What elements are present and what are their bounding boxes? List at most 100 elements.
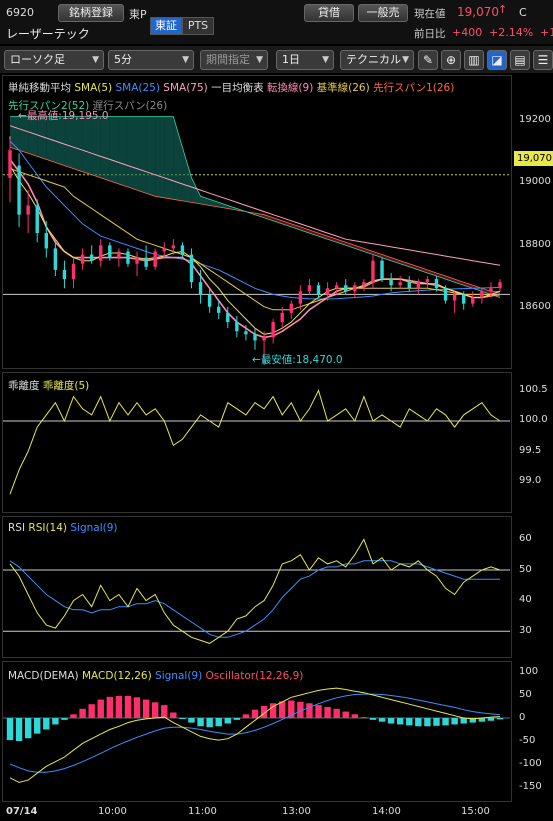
oscillator-bar xyxy=(387,718,395,724)
technical-select[interactable]: テクニカル ▼ xyxy=(340,50,414,70)
candle-body xyxy=(316,285,321,295)
cloud-segment xyxy=(318,233,328,240)
oscillator-bar xyxy=(315,705,322,718)
span1-line xyxy=(9,146,500,292)
header-bar: 6920 銘柄登録 東P 東証 PTS レーザーテック 貸借 一般売 現在値 1… xyxy=(0,0,553,44)
cloud-segment xyxy=(463,282,473,289)
macd-oscillator: Oscillator(12,26,9) xyxy=(205,670,304,682)
tenkan-line xyxy=(9,158,501,339)
cloud-segment xyxy=(409,263,419,270)
cloud-segment xyxy=(309,230,319,237)
chart-type-select[interactable]: ローソク足 ▼ xyxy=(4,50,104,70)
oscillator-bar xyxy=(188,718,195,723)
x-tick: 10:00 xyxy=(98,806,127,817)
legend-span1: 先行スパン1(26) xyxy=(373,82,455,94)
cloud-segment xyxy=(182,147,192,203)
toolbar: ローソク足 ▼ 5分 ▼ 期間指定 ▼ 1日 ▼ テクニカル ▼ ✎ ⊕ ▥ ◪ ▤ ☰ xyxy=(0,46,553,73)
x-tick: 14:00 xyxy=(372,806,401,817)
candle-body xyxy=(407,282,411,289)
main-legend: 単純移動平均 SMA(5) SMA(25) SMA(75) 一目均衡表 転換線(… xyxy=(8,80,454,95)
macd-y-tick: 0 xyxy=(519,712,526,723)
chart-type-value: ローソク足 xyxy=(10,53,65,66)
watch-register-button[interactable]: 銘柄登録 xyxy=(58,4,124,22)
candle-body xyxy=(307,285,312,292)
candle-body xyxy=(325,288,330,295)
pencil-icon[interactable]: ✎ xyxy=(418,50,438,70)
cloud-segment xyxy=(82,116,92,175)
oscillator-bar xyxy=(224,718,231,724)
legend-chikou: 遅行スパン(26) xyxy=(92,100,168,112)
candle-body xyxy=(189,254,194,283)
cloud-segment xyxy=(454,279,464,286)
cloud-segment xyxy=(200,196,210,206)
deviation-panel[interactable] xyxy=(2,372,512,513)
interval-select[interactable]: 5分 ▼ xyxy=(108,50,194,70)
candle-body xyxy=(99,245,103,261)
x-tick: 11:00 xyxy=(188,806,217,817)
chevron-down-icon: ▼ xyxy=(256,55,263,65)
line-chart-icon[interactable]: ◪ xyxy=(487,50,507,70)
cloud-segment xyxy=(372,251,383,258)
macd-panel[interactable] xyxy=(2,661,512,802)
oscillator-bar xyxy=(342,711,349,718)
oscillator-bar xyxy=(179,718,186,719)
cloud-segment xyxy=(264,214,274,221)
chevron-down-icon: ▼ xyxy=(182,55,189,65)
cloud-segment xyxy=(391,257,401,264)
general-sell-button[interactable]: 一般売 xyxy=(358,4,408,22)
span-select[interactable]: 1日 ▼ xyxy=(276,50,334,70)
candle-body xyxy=(271,322,275,338)
candle-body xyxy=(398,282,402,286)
candle-body xyxy=(462,294,466,304)
legend-kijun: 基準線(26) xyxy=(316,82,370,94)
candle-body xyxy=(8,150,12,178)
candle-body xyxy=(17,165,21,215)
oscillator-bar xyxy=(70,714,77,718)
main-legend-2: 先行スパン2(52) 遅行スパン(26) xyxy=(8,98,167,113)
market-label: 東P xyxy=(129,8,147,21)
candle-body xyxy=(162,248,166,252)
chevron-down-icon: ▼ xyxy=(92,55,99,65)
rsi-legend: RSI RSI(14) Signal(9) xyxy=(8,522,118,534)
candle-body xyxy=(108,245,112,258)
current-price-tag: 19,070 xyxy=(514,151,553,166)
candle-body xyxy=(280,312,284,323)
cloud-segment xyxy=(427,269,437,277)
zoom-icon[interactable]: ⊕ xyxy=(441,50,461,70)
candle-body xyxy=(89,254,94,261)
macd-y-tick: 50 xyxy=(519,689,532,700)
deviation-title: 乖離度 xyxy=(8,380,40,392)
cloud-segment xyxy=(164,116,174,200)
low-price-text: 最安値:18,470.0 xyxy=(260,354,343,366)
macd-y-tick: -50 xyxy=(519,735,536,746)
oscillator-bar xyxy=(251,709,259,718)
rsi-signal: Signal(9) xyxy=(70,522,118,534)
cloud-segment xyxy=(28,116,38,157)
candle-body xyxy=(180,245,185,255)
main-chart-panel[interactable] xyxy=(2,75,512,369)
legend-span2: 先行スパン2(52) xyxy=(8,100,90,112)
candle-body xyxy=(353,285,357,292)
bar-chart-icon[interactable]: ▥ xyxy=(464,50,484,70)
low-arrow: ← xyxy=(252,354,261,366)
layout-icon[interactable]: ▤ xyxy=(510,50,530,70)
tab-pts[interactable]: PTS xyxy=(182,17,214,35)
change-more: +1 xyxy=(540,26,553,39)
span2-line xyxy=(10,116,501,298)
cloud-segment xyxy=(209,199,219,207)
tab-tosho[interactable]: 東証 xyxy=(150,17,182,35)
rsi-panel[interactable] xyxy=(2,516,512,658)
macd-signal-line xyxy=(9,693,501,773)
macd-title: MACD(DEMA) xyxy=(8,670,79,682)
oscillator-bar xyxy=(433,718,440,726)
lend-button[interactable]: 貸借 xyxy=(304,4,354,22)
cloud-segment xyxy=(146,116,156,197)
period-select[interactable]: 期間指定 ▼ xyxy=(200,50,268,70)
oscillator-bar xyxy=(269,703,277,718)
candle-body xyxy=(298,291,303,304)
chevron-down-icon: ▼ xyxy=(322,55,329,65)
candle-body xyxy=(44,233,48,249)
candle-body xyxy=(117,251,121,258)
cloud-segment xyxy=(354,245,364,252)
macd-legend: MACD(DEMA) MACD(12,26) Signal(9) Oscilla… xyxy=(8,670,303,682)
